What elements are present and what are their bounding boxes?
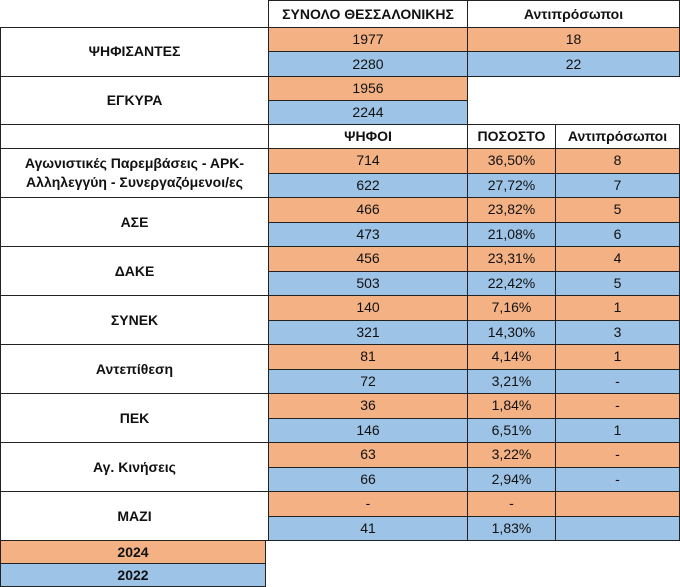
party-value: 27,72% bbox=[467, 172, 556, 198]
party-name: ΜΑΖΙ bbox=[0, 491, 269, 541]
summary-label: ΨΗΦΙΣΑΝΤΕΣ bbox=[0, 27, 269, 77]
summary-label: ΕΓΚΥΡΑ bbox=[0, 75, 269, 126]
party-value: 3 bbox=[555, 319, 680, 345]
summary-value: 1956 bbox=[268, 75, 468, 101]
party-value: - bbox=[555, 393, 680, 419]
summary-value: 2280 bbox=[268, 51, 468, 77]
header-representatives: Αντιπρόσωποι bbox=[467, 0, 680, 28]
party-value: - bbox=[555, 368, 680, 394]
party-value: 1 bbox=[555, 417, 680, 443]
party-name: ΑΣΕ bbox=[0, 197, 269, 247]
header-total: ΣΥΝΟΛΟ ΘΕΣΣΑΛΟΝΙΚΗΣ bbox=[268, 0, 468, 28]
party-value: - bbox=[555, 442, 680, 468]
party-value: 4,14% bbox=[467, 344, 556, 370]
party-value: - bbox=[555, 466, 680, 492]
summary-representatives: 18 bbox=[467, 27, 680, 53]
party-value: 1 bbox=[555, 295, 680, 321]
party-value: 503 bbox=[268, 270, 468, 296]
party-value: 7 bbox=[555, 172, 680, 198]
party-value: 456 bbox=[268, 246, 468, 272]
party-value: - bbox=[268, 491, 468, 517]
party-value: 466 bbox=[268, 197, 468, 223]
blank-cell bbox=[0, 124, 269, 149]
party-value: 622 bbox=[268, 172, 468, 198]
party-value: 14,30% bbox=[467, 319, 556, 345]
party-value: 81 bbox=[268, 344, 468, 370]
party-value: 41 bbox=[268, 515, 468, 541]
party-value: 36,50% bbox=[467, 148, 556, 174]
party-value: 21,08% bbox=[467, 221, 556, 247]
summary-representatives: 22 bbox=[467, 51, 680, 77]
party-name: Αγωνιστικές Παρεμβάσεις - ΑΡΚ- Αλληλεγγύ… bbox=[0, 148, 269, 198]
party-value: 72 bbox=[268, 368, 468, 394]
summary-value: 1977 bbox=[268, 27, 468, 53]
party-value: 66 bbox=[268, 466, 468, 492]
party-value: 23,31% bbox=[467, 246, 556, 272]
party-value: 6 bbox=[555, 221, 680, 247]
party-value: 321 bbox=[268, 319, 468, 345]
party-value: 1,83% bbox=[467, 515, 556, 541]
party-value: 5 bbox=[555, 270, 680, 296]
party-value: 8 bbox=[555, 148, 680, 174]
party-name: Αγ. Κινήσεις bbox=[0, 442, 269, 492]
party-value: 5 bbox=[555, 197, 680, 223]
party-name: Αντεπίθεση bbox=[0, 344, 269, 394]
party-value: 1,84% bbox=[467, 393, 556, 419]
party-value: 63 bbox=[268, 442, 468, 468]
party-value: 3,22% bbox=[467, 442, 556, 468]
party-value: 36 bbox=[268, 393, 468, 419]
party-value: 4 bbox=[555, 246, 680, 272]
party-value: 714 bbox=[268, 148, 468, 174]
column-header: ΨΗΦΟΙ bbox=[268, 124, 468, 149]
party-value: 1 bbox=[555, 344, 680, 370]
column-header: Αντιπρόσωποι bbox=[555, 124, 680, 149]
party-name: ΠΕΚ bbox=[0, 393, 269, 443]
legend-2022: 2022 bbox=[0, 563, 266, 587]
column-header: ΠΟΣΟΣΤΟ bbox=[467, 124, 556, 149]
party-value: 3,21% bbox=[467, 368, 556, 394]
party-value: 6,51% bbox=[467, 417, 556, 443]
party-value: 7,16% bbox=[467, 295, 556, 321]
party-value: 22,42% bbox=[467, 270, 556, 296]
legend-2024: 2024 bbox=[0, 540, 266, 564]
party-value: 2,94% bbox=[467, 466, 556, 492]
party-value: - bbox=[467, 491, 556, 517]
party-name: ΣΥΝΕΚ bbox=[0, 295, 269, 345]
party-value: 23,82% bbox=[467, 197, 556, 223]
summary-value: 2244 bbox=[268, 99, 468, 126]
party-value bbox=[555, 515, 680, 541]
party-value: 473 bbox=[268, 221, 468, 247]
party-value: 146 bbox=[268, 417, 468, 443]
party-name: ΔΑΚΕ bbox=[0, 246, 269, 296]
party-value bbox=[555, 491, 680, 517]
party-value: 140 bbox=[268, 295, 468, 321]
